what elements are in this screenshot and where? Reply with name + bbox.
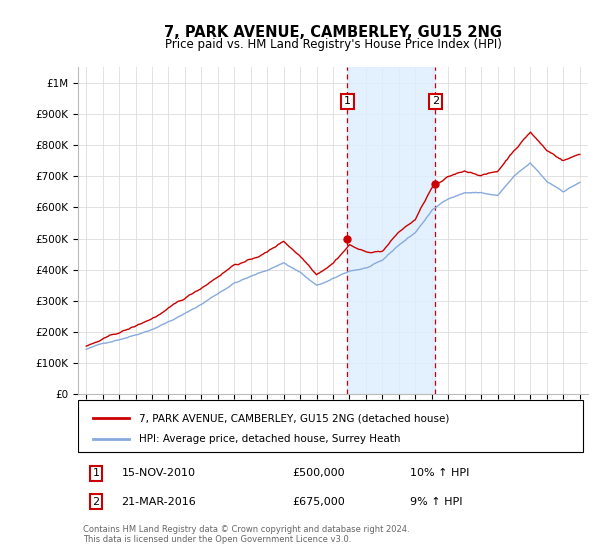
Text: 21-MAR-2016: 21-MAR-2016 [121, 497, 196, 507]
Text: 7, PARK AVENUE, CAMBERLEY, GU15 2NG (detached house): 7, PARK AVENUE, CAMBERLEY, GU15 2NG (det… [139, 413, 449, 423]
Text: 1: 1 [344, 96, 351, 106]
Text: Contains HM Land Registry data © Crown copyright and database right 2024.
This d: Contains HM Land Registry data © Crown c… [83, 525, 410, 544]
Text: £675,000: £675,000 [292, 497, 345, 507]
Text: 9% ↑ HPI: 9% ↑ HPI [409, 497, 462, 507]
Text: £500,000: £500,000 [292, 468, 345, 478]
Text: 1: 1 [92, 468, 100, 478]
Text: 2: 2 [432, 96, 439, 106]
Bar [347, 67, 436, 394]
Text: 10% ↑ HPI: 10% ↑ HPI [409, 468, 469, 478]
Text: Price paid vs. HM Land Registry's House Price Index (HPI): Price paid vs. HM Land Registry's House … [164, 38, 502, 51]
Text: 7, PARK AVENUE, CAMBERLEY, GU15 2NG: 7, PARK AVENUE, CAMBERLEY, GU15 2NG [164, 25, 502, 40]
Text: HPI: Average price, detached house, Surrey Heath: HPI: Average price, detached house, Surr… [139, 434, 401, 444]
Text: 15-NOV-2010: 15-NOV-2010 [121, 468, 196, 478]
Text: 2: 2 [92, 497, 100, 507]
FancyBboxPatch shape [78, 400, 583, 452]
